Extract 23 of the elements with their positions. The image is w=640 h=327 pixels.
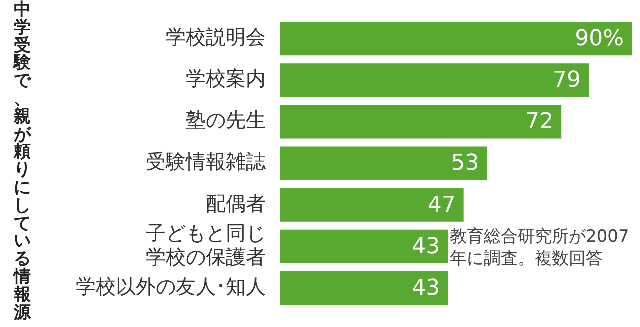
bar	[280, 230, 448, 264]
bar	[280, 22, 632, 56]
annotation: 教育総合研究所が2007年に調査。複数回答	[450, 226, 630, 270]
data-label: 79	[552, 68, 581, 94]
y-tick-label: 受験情報雑誌	[146, 150, 266, 174]
bar	[280, 64, 589, 98]
y-tick-label: 塾の先生	[186, 108, 266, 132]
y-tick-label: 配偶者	[206, 191, 266, 216]
data-label: 53	[451, 151, 480, 176]
bar	[280, 271, 448, 305]
chart-title: 中学受験で、親が頼りにしている情報源	[14, 0, 31, 323]
data-label: 43	[412, 234, 440, 260]
y-tick-label: 学校以外の友人･知人	[76, 274, 266, 298]
bar	[280, 105, 562, 139]
data-label: 43	[412, 276, 440, 301]
data-label: 90%	[575, 26, 624, 52]
bar	[280, 146, 488, 180]
data-label: 47	[428, 192, 456, 218]
y-tick-label: 学校説明会	[166, 24, 266, 49]
data-label: 72	[526, 110, 554, 135]
bar	[280, 188, 464, 222]
y-tick-label: 学校案内	[186, 66, 266, 91]
y-tick-label: 子どもと同じ学校の保護者	[146, 220, 266, 269]
